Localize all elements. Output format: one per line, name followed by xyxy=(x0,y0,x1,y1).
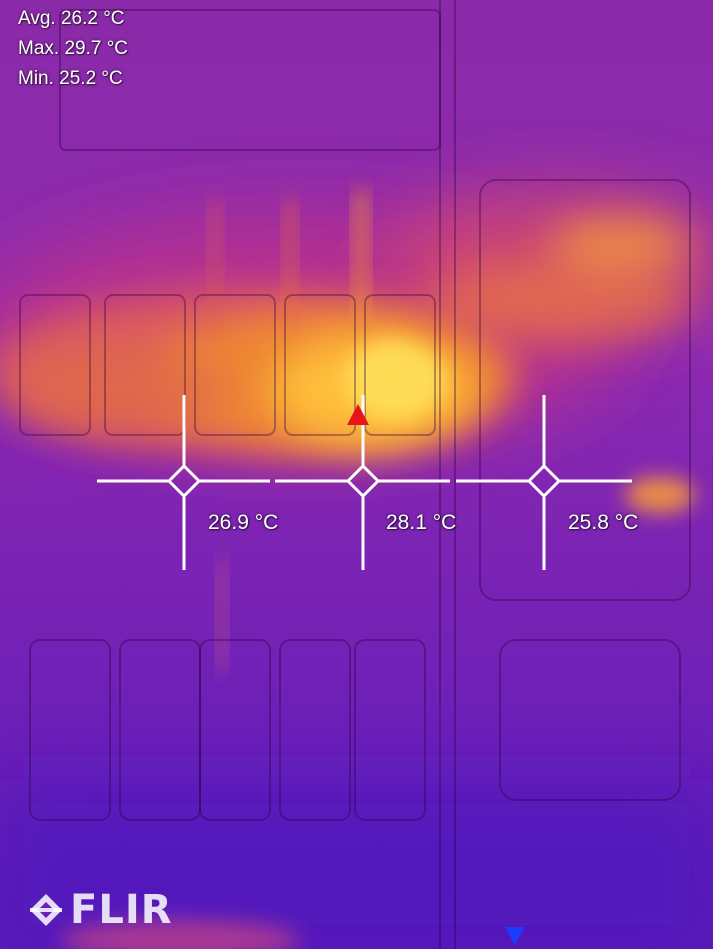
spot-meter-2-label: 28.1 °C xyxy=(386,511,457,534)
max-temp-marker-icon xyxy=(347,404,369,425)
spot-meter-3-label: 25.8 °C xyxy=(568,511,639,534)
avg-temperature: Avg. 26.2 °C xyxy=(18,8,125,29)
min-temp-marker-icon xyxy=(505,927,525,945)
flir-diamond-icon xyxy=(30,894,62,926)
flir-logo-text: FLIR xyxy=(70,887,173,933)
equipment-outlines xyxy=(19,0,691,949)
spot-meter-3[interactable] xyxy=(456,395,632,570)
flir-logo: FLIR xyxy=(28,886,173,934)
spot-meter-1-label: 26.9 °C xyxy=(208,511,279,534)
heat-regions xyxy=(0,190,713,949)
spot-meter-1[interactable] xyxy=(97,395,270,570)
min-temperature: Min. 25.2 °C xyxy=(18,68,123,89)
max-temperature: Max. 29.7 °C xyxy=(18,38,129,59)
spot-meter-2[interactable] xyxy=(275,395,450,570)
